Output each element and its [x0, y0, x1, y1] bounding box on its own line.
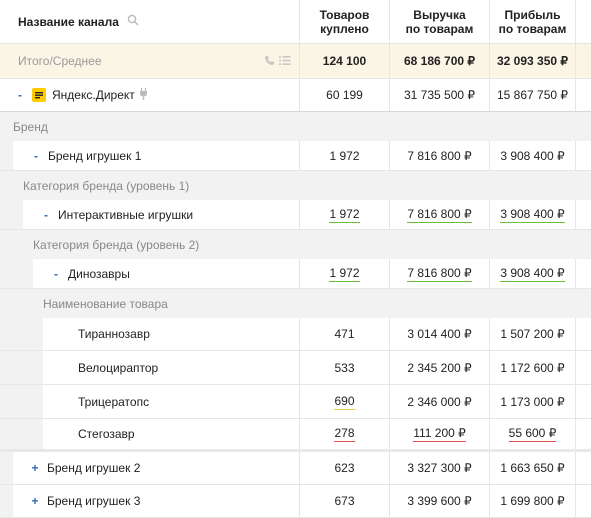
yandex-direct-logo-icon — [32, 88, 46, 102]
cat1-profit: 3 908 400 ₽ — [500, 206, 565, 223]
header-extra-col — [575, 0, 591, 43]
product-revenue: 3 014 400 ₽ — [389, 318, 489, 350]
product-profit: 1 507 200 ₽ — [489, 318, 575, 350]
group-label: Бренд — [13, 119, 48, 134]
product-purchased: 278 — [334, 426, 355, 442]
header-channel-label: Название канала — [18, 14, 119, 29]
product-revenue: 111 200 ₽ — [413, 426, 466, 442]
channel-profit: 15 867 750 ₽ — [489, 79, 575, 111]
product-label: Стегозавр — [78, 427, 135, 441]
category2-row[interactable]: - Динозавры 1 972 7 816 800 ₽ 3 908 400 … — [0, 259, 591, 289]
total-profit: 32 093 350 ₽ — [489, 44, 575, 78]
product-label: Велоцираптор — [78, 360, 159, 375]
list-icon[interactable] — [279, 55, 291, 69]
product-purchased: 533 — [299, 351, 389, 384]
product-profit: 1 173 000 ₽ — [489, 385, 575, 418]
header-col-profit[interactable]: Прибыль по товарам — [489, 0, 575, 43]
phone-icon[interactable] — [264, 55, 275, 69]
group-label: Категория бренда (уровень 2) — [33, 237, 200, 252]
brand2-profit: 1 663 650 ₽ — [489, 452, 575, 484]
cat2-revenue: 7 816 800 ₽ — [407, 265, 472, 282]
brand-row-3[interactable]: + Бренд игрушек 3 673 3 399 600 ₽ 1 699 … — [0, 485, 591, 518]
product-row[interactable]: Тираннозавр 471 3 014 400 ₽ 1 507 200 ₽ — [0, 318, 591, 351]
product-label: Трицератопс — [78, 394, 150, 409]
total-row: Итого/Среднее 124 100 68 186 700 ₽ 32 09… — [0, 44, 591, 79]
channel-purchased: 60 199 — [299, 79, 389, 111]
total-label: Итого/Среднее — [18, 54, 102, 68]
brand3-purchased: 673 — [299, 485, 389, 517]
cat1-revenue: 7 816 800 ₽ — [407, 206, 472, 223]
collapse-toggle[interactable]: - — [44, 207, 48, 222]
brand-row-2[interactable]: + Бренд игрушек 2 623 3 327 300 ₽ 1 663 … — [0, 452, 591, 485]
product-profit: 1 172 600 ₽ — [489, 351, 575, 384]
category-label: Интерактивные игрушки — [58, 207, 194, 222]
brand2-purchased: 623 — [299, 452, 389, 484]
category-label: Динозавры — [68, 266, 130, 281]
group-header-category-2: Категория бренда (уровень 2) — [0, 230, 591, 259]
channel-revenue: 31 735 500 ₽ — [389, 79, 489, 111]
product-label: Тираннозавр — [78, 327, 150, 341]
search-icon[interactable] — [127, 14, 139, 29]
product-purchased: 471 — [299, 318, 389, 350]
table-header: Название канала Товаров куплено Выручка … — [0, 0, 591, 44]
category1-row[interactable]: - Интерактивные игрушки 1 972 7 816 800 … — [0, 200, 591, 230]
header-col-purchased-label: Товаров куплено — [319, 7, 370, 36]
product-profit: 55 600 ₽ — [508, 426, 557, 442]
collapse-toggle[interactable]: - — [18, 88, 22, 102]
total-revenue: 68 186 700 ₽ — [389, 44, 489, 78]
product-revenue: 2 345 200 ₽ — [389, 351, 489, 384]
plug-icon — [139, 87, 148, 103]
channel-row[interactable]: - Яндекс.Директ 60 199 31 735 500 ₽ 15 8… — [0, 79, 591, 112]
brand2-revenue: 3 327 300 ₽ — [389, 452, 489, 484]
brand1-purchased: 1 972 — [299, 141, 389, 170]
product-purchased: 690 — [334, 393, 355, 410]
header-col-revenue-label: Выручка по товарам — [405, 7, 474, 36]
expand-toggle[interactable]: + — [31, 494, 39, 508]
header-col-revenue[interactable]: Выручка по товарам — [389, 0, 489, 43]
header-col-purchased[interactable]: Товаров куплено — [299, 0, 389, 43]
group-label: Наименование товара — [43, 296, 168, 311]
header-col-profit-label: Прибыль по товарам — [498, 7, 567, 36]
channel-label: Яндекс.Директ — [52, 88, 135, 102]
cat2-profit: 3 908 400 ₽ — [500, 265, 565, 282]
total-purchased: 124 100 — [299, 44, 389, 78]
group-header-brand: Бренд — [0, 112, 591, 141]
header-channel-cell[interactable]: Название канала — [0, 0, 299, 43]
collapse-toggle[interactable]: - — [54, 266, 58, 281]
group-label: Категория бренда (уровень 1) — [23, 178, 190, 193]
brand-label: Бренд игрушек 2 — [47, 461, 141, 475]
collapse-toggle[interactable]: - — [34, 148, 38, 163]
brand1-revenue: 7 816 800 ₽ — [389, 141, 489, 170]
product-revenue: 2 346 000 ₽ — [389, 385, 489, 418]
brand-row-1[interactable]: - Бренд игрушек 1 1 972 7 816 800 ₽ 3 90… — [0, 141, 591, 171]
brand1-profit: 3 908 400 ₽ — [489, 141, 575, 170]
expand-toggle[interactable]: + — [31, 461, 39, 475]
product-row[interactable]: Стегозавр 278 111 200 ₽ 55 600 ₽ — [0, 419, 591, 452]
cat1-purchased: 1 972 — [329, 206, 360, 223]
group-header-category-1: Категория бренда (уровень 1) — [0, 171, 591, 200]
product-row[interactable]: Трицератопс 690 2 346 000 ₽ 1 173 000 ₽ — [0, 385, 591, 419]
brand-label: Бренд игрушек 3 — [47, 494, 141, 508]
cat2-purchased: 1 972 — [329, 265, 360, 282]
group-header-product: Наименование товара — [0, 289, 591, 318]
brand-label: Бренд игрушек 1 — [48, 148, 142, 163]
brand3-profit: 1 699 800 ₽ — [489, 485, 575, 517]
brand3-revenue: 3 399 600 ₽ — [389, 485, 489, 517]
product-row[interactable]: Велоцираптор 533 2 345 200 ₽ 1 172 600 ₽ — [0, 351, 591, 385]
